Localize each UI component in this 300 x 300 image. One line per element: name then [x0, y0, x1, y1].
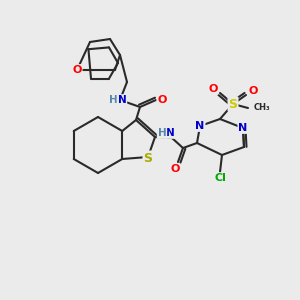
Text: O: O: [157, 95, 167, 105]
Text: N: N: [238, 123, 247, 133]
Text: H: H: [109, 95, 117, 105]
Text: O: O: [72, 65, 82, 75]
Text: O: O: [170, 164, 180, 174]
Text: S: S: [229, 98, 238, 110]
Text: N: N: [166, 128, 174, 138]
Text: O: O: [208, 84, 218, 94]
Text: N: N: [118, 95, 126, 105]
Text: H: H: [158, 128, 166, 138]
Text: N: N: [195, 121, 205, 131]
Text: Cl: Cl: [214, 173, 226, 183]
Text: O: O: [248, 86, 258, 96]
Text: CH₃: CH₃: [254, 103, 271, 112]
Text: S: S: [143, 152, 152, 164]
